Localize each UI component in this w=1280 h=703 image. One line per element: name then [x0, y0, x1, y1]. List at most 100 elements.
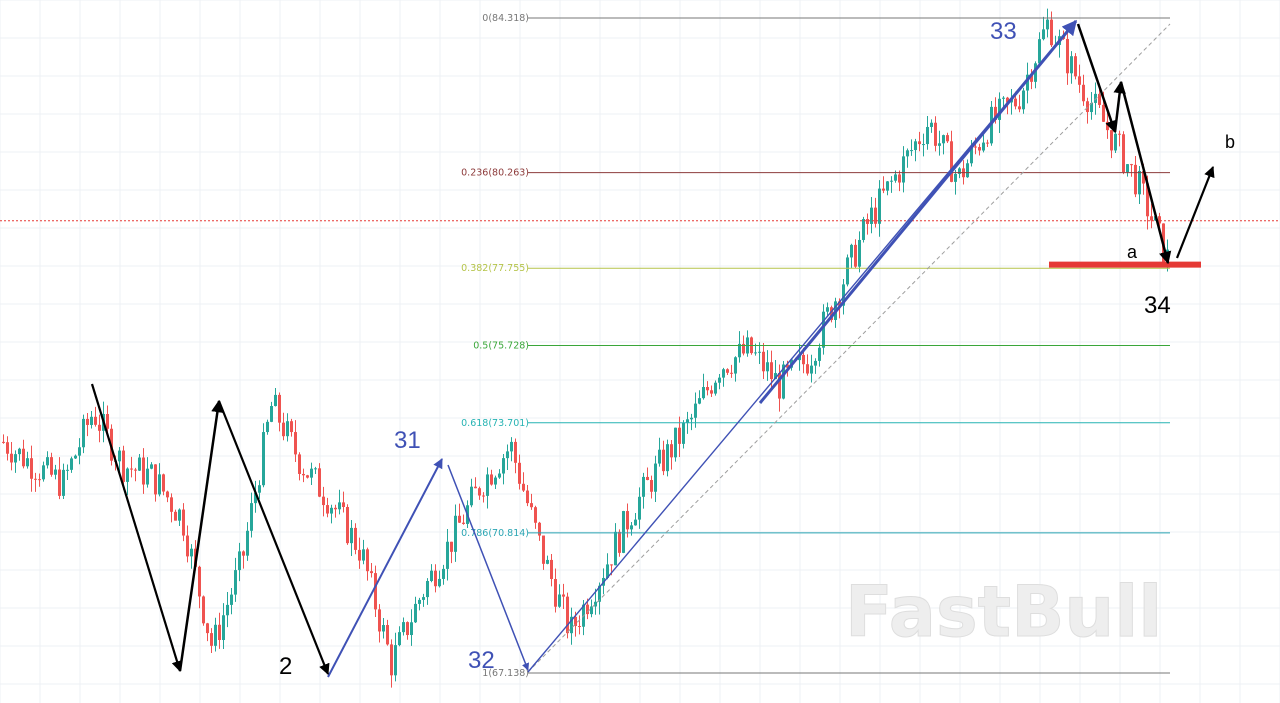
candle-body: [1066, 38, 1069, 74]
candle-body: [710, 390, 713, 394]
wave-left-down-1: [90, 383, 183, 673]
candle-body: [722, 369, 725, 378]
candle-body: [474, 486, 477, 489]
candle-body: [398, 632, 401, 646]
candle-body: [858, 239, 861, 267]
candle-body: [154, 464, 157, 495]
candle-body: [478, 488, 481, 496]
candle-body: [34, 478, 37, 480]
candle-body: [574, 616, 577, 627]
candle-body: [906, 150, 909, 157]
candle-body: [1134, 164, 1137, 195]
candle-body: [870, 207, 873, 224]
fib-level-label: 0.786(70.814): [461, 528, 529, 539]
fib-level-label: 0.382(77.755): [461, 263, 529, 274]
candle-body: [1006, 97, 1009, 103]
candle-body: [294, 432, 297, 455]
candle-body: [654, 463, 657, 492]
candle-body: [126, 468, 129, 482]
candle-body: [266, 421, 269, 433]
candle-body: [14, 454, 17, 463]
candle-body: [314, 468, 317, 470]
candle-body: [930, 122, 933, 127]
candle-body: [666, 444, 669, 472]
candle-body: [262, 432, 265, 486]
candle-body: [1158, 216, 1161, 224]
wave-32-line: [447, 464, 530, 671]
wave-top-up: [1113, 80, 1126, 133]
candle-body: [322, 496, 325, 506]
candle-body: [586, 604, 589, 615]
candle-body: [558, 594, 561, 607]
candle-body: [998, 98, 1001, 120]
candle-body: [878, 188, 881, 224]
candle-body: [918, 141, 921, 145]
candle-body: [278, 394, 281, 423]
candle-body: [782, 364, 785, 399]
candle-body: [826, 307, 829, 312]
candle-body: [378, 609, 381, 632]
candle-body: [714, 382, 717, 394]
candle-body: [978, 147, 981, 151]
candle-body: [638, 496, 641, 520]
candle-body: [670, 444, 673, 458]
candle-body: [1098, 93, 1101, 105]
candle-body: [818, 347, 821, 361]
candle-body: [854, 244, 857, 267]
candle-body: [438, 578, 441, 587]
candle-body: [974, 146, 977, 148]
candle-body: [734, 357, 737, 374]
candle-body: [890, 180, 893, 182]
candle-body: [198, 566, 201, 597]
candle-body: [626, 511, 629, 530]
blue-wave-lines: [327, 19, 1078, 678]
candle-body: [1030, 74, 1033, 82]
candle-body: [526, 490, 529, 504]
candle-body: [350, 527, 353, 544]
candle-body: [650, 480, 653, 492]
wave-left-up: [178, 399, 224, 672]
candle-body: [1050, 19, 1053, 46]
candle-body: [934, 122, 937, 146]
trend-channel-line: [527, 23, 1171, 673]
candle-body: [82, 418, 85, 448]
candle-body: [762, 351, 765, 372]
candle-body: [222, 615, 225, 640]
candle-body: [954, 173, 957, 182]
candle-body: [374, 573, 377, 610]
candle-body: [838, 301, 841, 306]
candle-body: [234, 570, 237, 595]
candle-body: [142, 457, 145, 485]
candle-body: [862, 219, 865, 240]
candlestick-series: [2, 8, 1169, 688]
candle-body: [418, 599, 421, 604]
candle-body: [674, 427, 677, 458]
candle-body: [758, 351, 761, 353]
candle-body: [1022, 90, 1025, 110]
candle-body: [158, 474, 161, 495]
candle-body: [546, 559, 549, 564]
candle-body: [738, 343, 741, 358]
candle-body: [182, 509, 185, 536]
candle-body: [146, 468, 149, 485]
candle-body: [310, 468, 313, 478]
wave-31-line: [327, 458, 443, 678]
candle-body: [298, 454, 301, 474]
wave-33-line: [758, 19, 1078, 404]
candle-body: [326, 505, 329, 514]
fib-level-label: 0.5(75.728): [473, 341, 529, 352]
candle-body: [210, 633, 213, 646]
candle-body: [178, 509, 181, 521]
candle-body: [290, 421, 293, 433]
candle-body: [162, 474, 165, 492]
candle-body: [718, 377, 721, 383]
candle-body: [10, 453, 13, 463]
candle-body: [250, 503, 253, 531]
candle-body: [302, 473, 305, 476]
candle-body: [506, 451, 509, 459]
candle-body: [470, 486, 473, 506]
candle-body: [1130, 164, 1133, 166]
candle-body: [382, 625, 385, 632]
candle-body: [94, 416, 97, 425]
